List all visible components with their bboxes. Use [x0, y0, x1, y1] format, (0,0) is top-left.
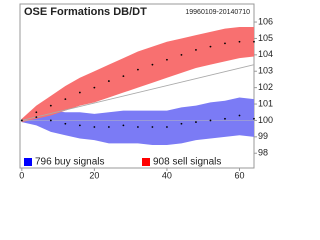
mean-point: [122, 124, 125, 127]
legend-label: 908 sell signals: [153, 157, 221, 168]
mean-point: [122, 75, 125, 78]
mean-point: [64, 122, 67, 125]
mean-point: [209, 119, 212, 122]
mean-point: [107, 126, 110, 128]
mean-point: [35, 111, 38, 114]
mean-point: [209, 45, 212, 48]
mean-point: [137, 126, 139, 128]
mean-point: [78, 124, 81, 127]
mean-point: [20, 119, 23, 122]
y-tick-label: 102: [258, 82, 273, 92]
legend-swatch: [142, 158, 150, 166]
mean-point: [151, 63, 154, 66]
x-tick-label: 40: [162, 170, 172, 180]
chart: OSE Formations DB/DT 19960109-20140710 9…: [19, 3, 273, 180]
mean-point: [238, 114, 241, 117]
chart-title: OSE Formations DB/DT: [24, 6, 147, 18]
legend-label: 796 buy signals: [35, 157, 105, 168]
mean-point: [107, 80, 110, 82]
x-tick-label: 20: [89, 170, 99, 180]
mean-point: [166, 126, 168, 128]
x-tick-label: 0: [19, 170, 24, 180]
mean-point: [224, 117, 226, 120]
y-tick-label: 99: [258, 131, 268, 141]
mean-point: [137, 68, 139, 71]
mean-point: [78, 91, 81, 94]
mean-point: [35, 116, 38, 119]
y-tick-label: 104: [258, 49, 273, 59]
y-tick-label: 103: [258, 66, 273, 76]
mean-point: [195, 121, 197, 123]
mean-point: [180, 53, 183, 56]
mean-point: [49, 119, 52, 122]
y-tick-label: 105: [258, 33, 273, 43]
mean-point: [238, 40, 241, 43]
mean-point: [64, 98, 67, 101]
y-tick-label: 100: [258, 115, 273, 125]
mean-point: [49, 104, 52, 107]
confidence-band: [21, 97, 255, 146]
legend-swatch: [24, 158, 32, 166]
mean-point: [151, 126, 154, 128]
mean-point: [166, 58, 168, 61]
x-tick-label: 60: [234, 170, 244, 180]
plot: [20, 26, 255, 146]
mean-point: [224, 42, 226, 45]
mean-point: [180, 122, 183, 125]
mean-point: [253, 117, 255, 120]
y-tick-label: 106: [258, 16, 273, 26]
mean-point: [253, 40, 255, 43]
y-tick-label: 98: [258, 148, 268, 158]
chart-subtitle: 19960109-20140710: [185, 9, 250, 16]
mean-point: [195, 49, 197, 51]
mean-point: [93, 126, 96, 128]
y-tick-label: 101: [258, 98, 273, 108]
mean-point: [93, 86, 96, 89]
benchmark-line: [21, 64, 255, 121]
